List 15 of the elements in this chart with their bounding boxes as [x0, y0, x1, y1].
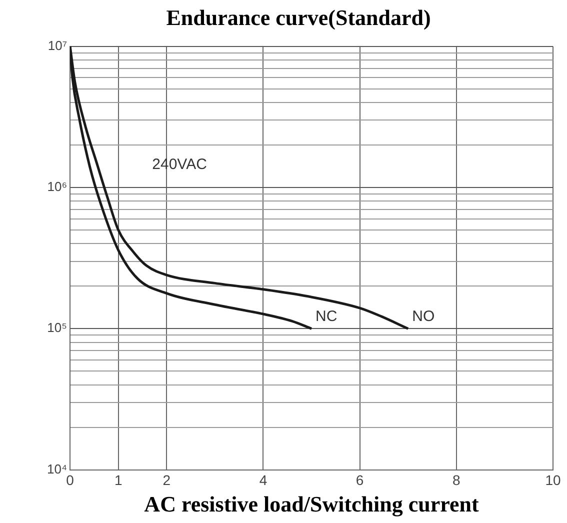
x-tick-label: 1 — [114, 472, 122, 488]
series-label: NO — [412, 308, 435, 325]
y-tick-label: 10⁴ — [47, 461, 68, 476]
x-tick-label: 0 — [66, 472, 74, 488]
series-label: NC — [316, 308, 338, 325]
y-tick-label: 10⁵ — [47, 320, 68, 336]
x-tick-label: 6 — [356, 472, 364, 488]
x-axis-title: AC resistive load/Switching current — [144, 491, 480, 516]
x-tick-label: 8 — [452, 472, 461, 488]
x-tick-label: 2 — [162, 472, 171, 488]
x-tick-label: 4 — [259, 472, 268, 488]
y-tick-label: 10⁶ — [47, 179, 68, 194]
x-tick-label: 10 — [545, 472, 561, 488]
chart-title: Endurance curve(Standard) — [166, 4, 431, 30]
y-tick-label: 10⁷ — [48, 38, 68, 53]
